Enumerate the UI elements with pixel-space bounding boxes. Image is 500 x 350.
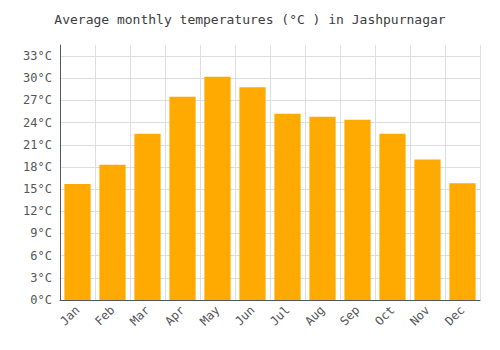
svg-text:33°C: 33°C — [23, 49, 52, 63]
svg-text:Jun: Jun — [232, 303, 257, 328]
svg-text:Oct: Oct — [372, 303, 397, 328]
svg-text:Apr: Apr — [162, 303, 187, 328]
svg-text:Feb: Feb — [92, 303, 117, 328]
svg-text:27°C: 27°C — [23, 93, 52, 107]
svg-text:May: May — [197, 303, 222, 328]
svg-text:15°C: 15°C — [23, 182, 52, 196]
svg-text:6°C: 6°C — [30, 249, 52, 263]
svg-text:Aug: Aug — [302, 303, 327, 328]
svg-text:Mar: Mar — [127, 303, 152, 328]
svg-text:9°C: 9°C — [30, 226, 52, 240]
svg-text:Dec: Dec — [442, 303, 467, 328]
svg-text:Jul: Jul — [267, 303, 292, 328]
svg-text:Sep: Sep — [337, 303, 362, 328]
svg-text:24°C: 24°C — [23, 116, 52, 130]
svg-text:3°C: 3°C — [30, 271, 52, 285]
svg-text:Nov: Nov — [407, 303, 432, 328]
svg-text:Jan: Jan — [57, 303, 82, 328]
svg-text:30°C: 30°C — [23, 71, 52, 85]
svg-text:Average monthly temperatures (: Average monthly temperatures (°C ) in Ja… — [54, 12, 446, 27]
svg-text:21°C: 21°C — [23, 138, 52, 152]
svg-text:18°C: 18°C — [23, 160, 52, 174]
svg-text:12°C: 12°C — [23, 204, 52, 218]
svg-text:0°C: 0°C — [30, 293, 52, 307]
